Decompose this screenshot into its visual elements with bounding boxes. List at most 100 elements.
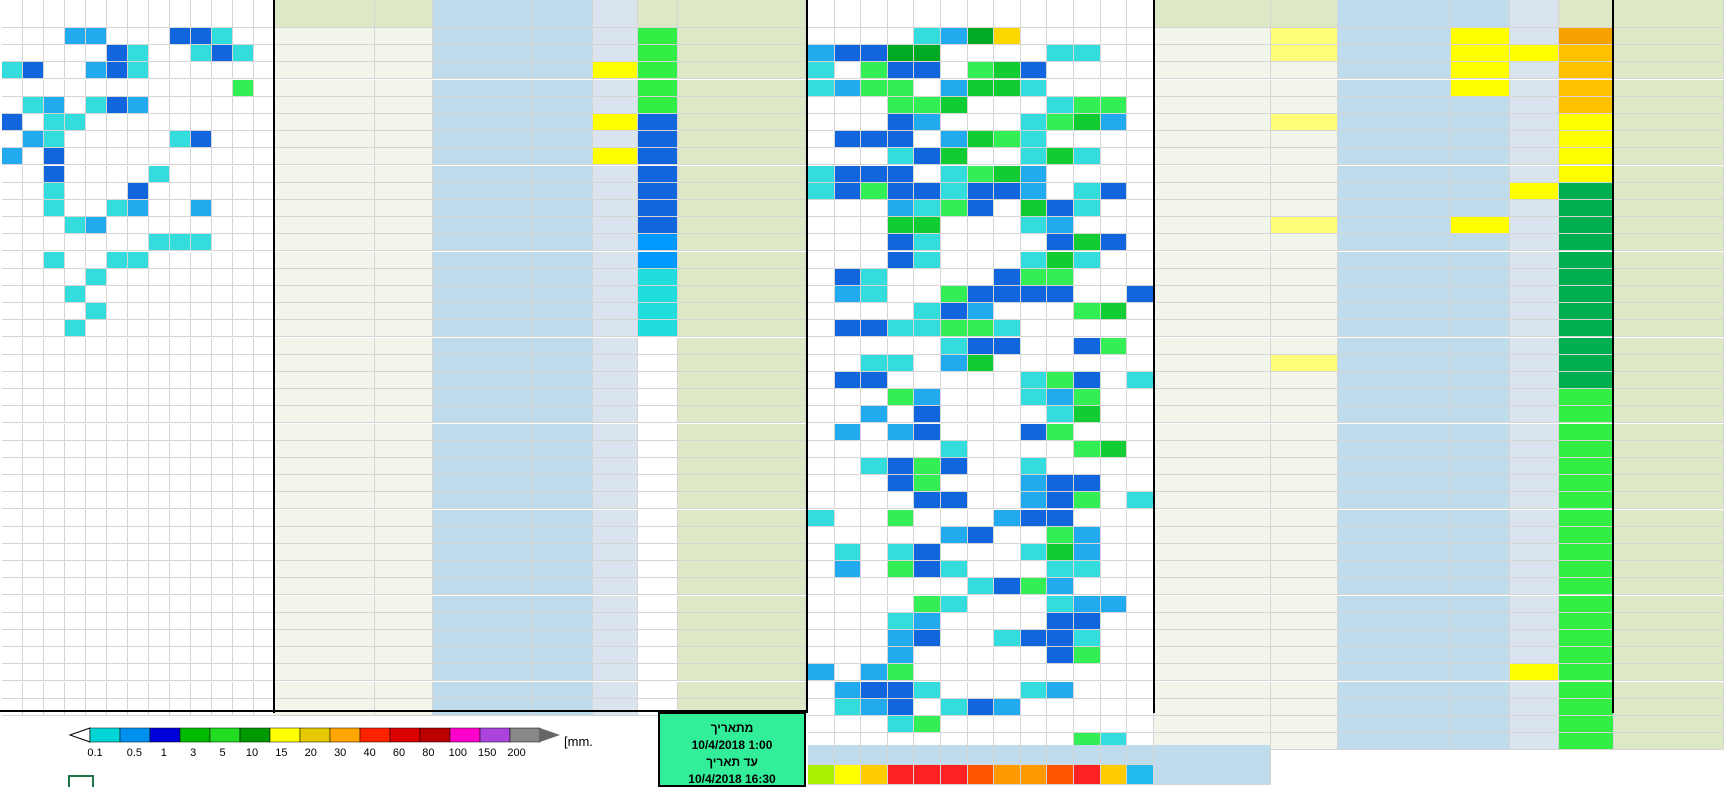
right-hourly-cell	[808, 630, 835, 647]
left-hourly-cell	[86, 458, 107, 475]
left-hourly-cell	[254, 234, 275, 252]
left-hourly-cell	[191, 28, 212, 45]
left-hourly-cell	[44, 320, 65, 338]
right-hourly-cell	[834, 320, 862, 338]
left-peak-cell	[533, 286, 593, 303]
right-hourly-cell	[1127, 406, 1154, 424]
left-peak_end-cell	[433, 303, 533, 321]
left-hourly-cell	[128, 389, 149, 407]
right-hourly-cell	[994, 45, 1021, 63]
right-hourly-cell	[834, 148, 862, 166]
right-hourly-cell	[914, 79, 941, 97]
right-hourly-cell	[1074, 389, 1101, 407]
right-hourly-cell	[861, 406, 888, 424]
selected-cell[interactable]	[68, 775, 94, 787]
right-p10-cell	[1271, 458, 1338, 475]
right-hourly-cell	[1127, 62, 1154, 80]
left-hourly-cell	[149, 268, 170, 286]
left-total-cell	[638, 423, 678, 441]
right-hourly-cell	[808, 131, 835, 149]
left-p10-cell	[375, 148, 433, 166]
right-last-cell	[1510, 148, 1559, 166]
color-scale-legend: 0.1 0.5 1 3 5 10 15 20 30 40 60 80 100 150 200[mm.	[68, 727, 593, 759]
left-total-cell	[638, 45, 678, 63]
right-hourly-cell	[808, 647, 835, 665]
left-last-cell	[593, 337, 638, 355]
left-hourly-cell	[44, 561, 65, 579]
right-name-cell	[1614, 681, 1724, 699]
footer-hour-total	[967, 765, 995, 785]
left-peak-cell	[533, 423, 593, 441]
right-peak_end-cell	[1338, 440, 1451, 458]
right-hourly-cell	[808, 440, 835, 458]
left-hourly-cell	[107, 62, 128, 80]
left-hourly-cell	[128, 182, 149, 200]
right-hourly-cell	[887, 561, 915, 579]
left-hourly-cell	[212, 217, 233, 235]
left-meas-cell	[275, 406, 375, 424]
left-header-peak_end	[433, 0, 533, 28]
right-hourly-cell	[834, 509, 862, 527]
right-name-cell	[1614, 492, 1724, 510]
left-hourly-cell	[191, 406, 212, 424]
left-hourly-cell	[233, 234, 254, 252]
right-hourly-cell	[1047, 647, 1074, 665]
left-hourly-cell	[2, 423, 23, 441]
right-hourly-cell	[887, 630, 915, 647]
right-hourly-cell	[1047, 716, 1074, 733]
left-name-cell	[678, 234, 806, 252]
right-hourly-cell	[861, 389, 888, 407]
left-hourly-cell	[191, 114, 212, 131]
left-hourly-cell	[254, 595, 275, 613]
right-hourly-cell	[1047, 612, 1074, 630]
left-peak_end-cell	[433, 406, 533, 424]
left-total-cell	[638, 286, 678, 303]
right-total-cell	[1559, 79, 1614, 97]
right-p10-cell	[1271, 578, 1338, 596]
right-hourly-cell	[1020, 62, 1048, 80]
right-peak-cell	[1451, 578, 1510, 596]
right-hourly-cell	[1127, 372, 1154, 389]
legend-value-label: 100	[449, 747, 467, 759]
left-hourly-cell	[149, 492, 170, 510]
left-hourly-cell	[254, 200, 275, 217]
left-peak-cell	[533, 251, 593, 269]
right-hourly-cell	[887, 354, 915, 372]
right-last-cell	[1510, 509, 1559, 527]
right-peak_end-cell	[1338, 630, 1451, 647]
right-hourly-cell	[1100, 544, 1128, 561]
legend-swatch	[239, 727, 271, 743]
left-total-cell	[638, 681, 678, 699]
left-total-cell	[638, 268, 678, 286]
right-hourly-cell	[808, 526, 835, 544]
right-hourly-cell	[914, 268, 941, 286]
right-p10-cell	[1271, 303, 1338, 321]
right-peak-cell	[1451, 79, 1510, 97]
right-hourly-cell	[1047, 440, 1074, 458]
left-total-cell	[638, 28, 678, 45]
left-hourly-cell	[44, 251, 65, 269]
left-p10-cell	[375, 630, 433, 647]
left-p10-cell	[375, 337, 433, 355]
left-hourly-cell	[2, 337, 23, 355]
left-hourly-cell	[254, 612, 275, 630]
left-meas-cell	[275, 165, 375, 183]
right-hourly-cell	[1020, 406, 1048, 424]
right-hourly-cell	[808, 509, 835, 527]
left-hourly-cell	[107, 234, 128, 252]
right-hourly-cell	[1047, 372, 1074, 389]
right-hourly-cell	[967, 182, 995, 200]
left-peak-cell	[533, 595, 593, 613]
left-hourly-cell	[107, 595, 128, 613]
left-hourly-cell	[23, 595, 44, 613]
left-last-cell	[593, 372, 638, 389]
left-hourly-cell	[65, 165, 86, 183]
left-hourly-cell	[128, 664, 149, 682]
right-total-cell	[1559, 492, 1614, 510]
legend-value-label: 0.1	[87, 747, 102, 759]
legend-value-label: 5	[220, 747, 226, 759]
left-hourly-cell	[2, 148, 23, 166]
left-hourly-cell	[233, 286, 254, 303]
left-hourly-cell	[170, 79, 191, 97]
date-range-text: 10/4/2018 1:00	[691, 738, 773, 752]
